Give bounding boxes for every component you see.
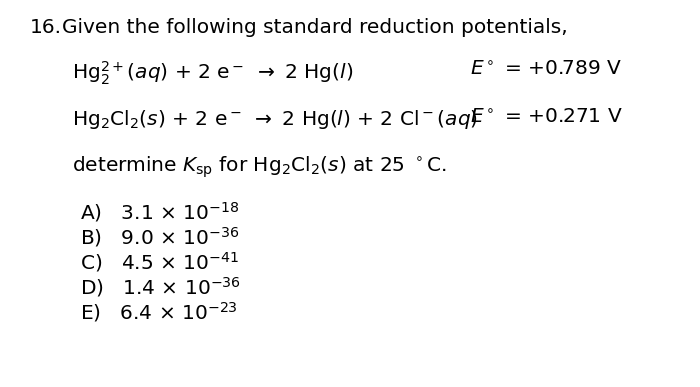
Text: A)   3.1 $\times$ 10$^{-18}$: A) 3.1 $\times$ 10$^{-18}$: [80, 200, 239, 224]
Text: $E$$^\circ$ = +0.271 V: $E$$^\circ$ = +0.271 V: [470, 108, 623, 127]
Text: determine $K_{\rm sp}$ for Hg$_2$Cl$_2$($s$) at 25 $^\circ$C.: determine $K_{\rm sp}$ for Hg$_2$Cl$_2$(…: [72, 155, 447, 180]
Text: Given the following standard reduction potentials,: Given the following standard reduction p…: [62, 18, 568, 37]
Text: Hg$_2^{2+}$($aq$) + 2 e$^-$ $\rightarrow$ 2 Hg($l$): Hg$_2^{2+}$($aq$) + 2 e$^-$ $\rightarrow…: [72, 60, 354, 87]
Text: B)   9.0 $\times$ 10$^{-36}$: B) 9.0 $\times$ 10$^{-36}$: [80, 225, 239, 249]
Text: Hg$_2$Cl$_2$($s$) + 2 e$^-$ $\rightarrow$ 2 Hg($l$) + 2 Cl$^-$($aq$): Hg$_2$Cl$_2$($s$) + 2 e$^-$ $\rightarrow…: [72, 108, 478, 131]
Text: C)   4.5 $\times$ 10$^{-41}$: C) 4.5 $\times$ 10$^{-41}$: [80, 250, 239, 274]
Text: 16.: 16.: [30, 18, 62, 37]
Text: $E$$^\circ$ = +0.789 V: $E$$^\circ$ = +0.789 V: [470, 60, 622, 79]
Text: E)   6.4 $\times$ 10$^{-23}$: E) 6.4 $\times$ 10$^{-23}$: [80, 300, 238, 324]
Text: D)   1.4 $\times$ 10$^{-36}$: D) 1.4 $\times$ 10$^{-36}$: [80, 275, 241, 299]
